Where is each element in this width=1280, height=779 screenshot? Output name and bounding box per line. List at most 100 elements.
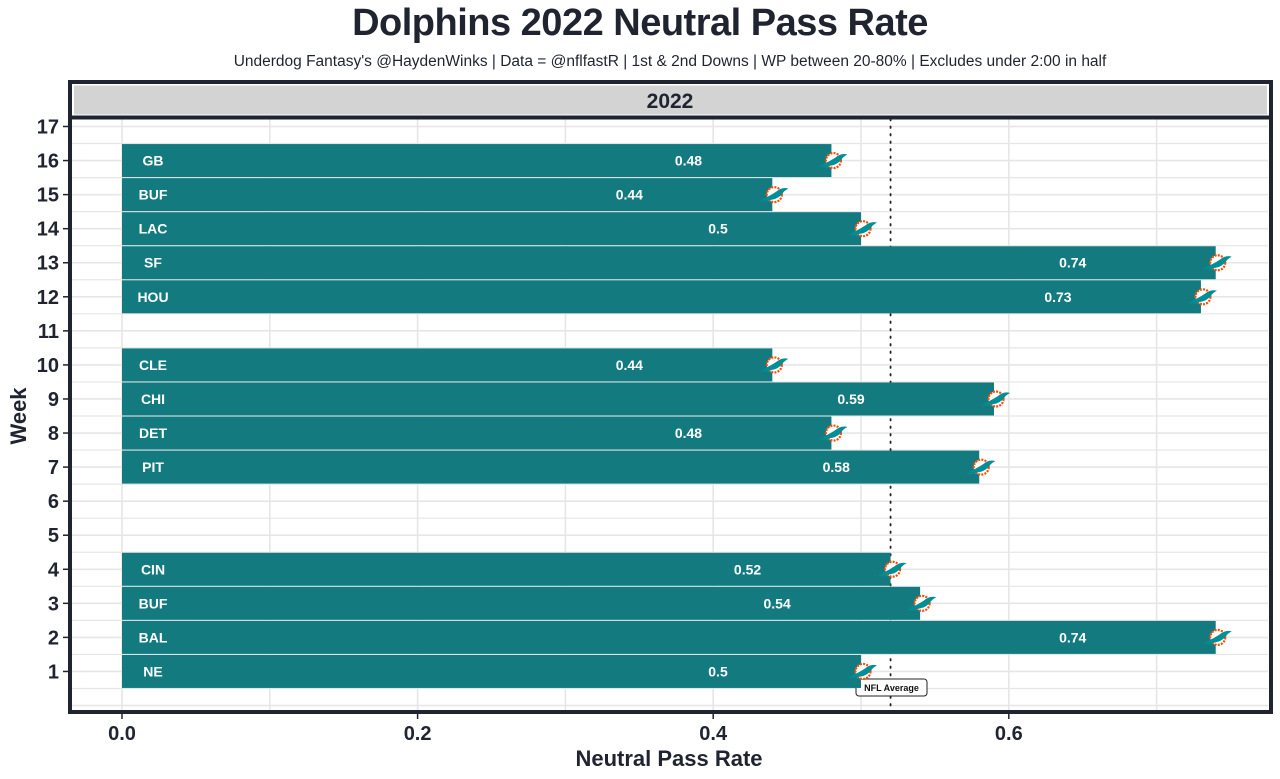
y-tick-label: 6 [48,491,59,513]
bar [122,348,773,382]
facet-strip-label: 2022 [647,90,694,113]
logo-dolphin [1204,630,1232,643]
bar-opponent-label: SF [144,255,162,271]
bar [122,382,995,416]
y-tick-label: 14 [37,219,60,241]
logo-tail [967,472,978,475]
logo-dolphin [968,460,996,473]
x-axis: 0.0 0.2 0.4 0.6 [108,713,1023,745]
bar-value-label: 0.48 [675,153,702,169]
y-tick-label: 2 [48,627,59,649]
logo-tail [981,404,993,407]
bar-group: SF 0.74 [122,246,1232,280]
x-tick-label: 0.0 [108,723,136,745]
logo-dolphin [879,562,907,575]
bar-group: LAC 0.5 [122,212,877,246]
bar [122,144,832,178]
y-tick-label: 13 [37,253,59,275]
bar [122,212,861,246]
logo-tail [819,166,830,169]
x-tick-label: 0.6 [995,723,1023,745]
bar [122,280,1201,314]
y-tick-label: 8 [48,423,59,445]
bar-value-label: 0.54 [763,595,790,611]
logo-tail [848,234,860,237]
bar-group: DET 0.48 [122,416,848,450]
dolphins-logo-icon [908,594,937,612]
dolphins-logo-icon [848,220,877,238]
bar-value-label: 0.74 [1059,255,1086,271]
logo-dolphin [761,358,789,371]
bar-value-label: 0.52 [734,561,761,577]
bar-group: CLE 0.44 [122,348,789,382]
bar-group: BUF 0.54 [122,586,937,620]
bar [122,654,861,688]
reference-line-group: NFL Average [855,118,928,711]
logo-tail [1203,268,1214,271]
nfl-average-annotation: NFL Average [855,678,928,697]
y-tick-label: 9 [48,389,59,411]
bar [122,178,773,212]
bar-group: BUF 0.44 [122,178,789,212]
bar [122,450,980,484]
bar-opponent-label: BAL [139,629,168,645]
dolphins-logo-icon [819,151,848,170]
chart-title: Dolphins 2022 Neutral Pass Rate [352,2,928,44]
logo-tail [1188,302,1199,305]
logo-tail [848,676,860,679]
bar-group: BAL 0.74 [122,620,1232,654]
bar-value-label: 0.58 [823,459,850,475]
bar-group: NE 0.5 [122,654,877,688]
bar-group: CIN 0.52 [122,552,907,586]
logo-tail [878,574,889,577]
y-tick-label: 17 [37,117,59,139]
logo-dolphin [1189,290,1217,303]
bar-opponent-label: DET [139,425,167,441]
dolphins-logo-icon [1203,254,1232,272]
bar-value-label: 0.44 [616,187,643,203]
facet-strip-bg [74,85,1267,115]
dolphins-logo-icon [878,560,907,578]
y-tick-label: 3 [48,593,59,615]
bar-value-label: 0.5 [708,221,728,237]
logo-dolphin [761,188,789,201]
bar-value-label: 0.48 [675,425,702,441]
bar-opponent-label: LAC [139,221,168,237]
logo-dolphin [909,596,937,609]
bar [122,552,891,586]
y-tick-label: 12 [37,287,59,309]
bar [122,246,1216,280]
y-tick-label: 5 [48,525,59,547]
y-tick-label: 10 [37,355,59,377]
bar [122,586,921,620]
chart-subtitle: Underdog Fantasy's @HaydenWinks | Data =… [233,53,1107,70]
y-tick-label: 1 [48,661,59,683]
logo-tail [760,370,771,373]
bar-value-label: 0.59 [837,391,864,407]
y-tick-label: 16 [37,151,59,173]
bar-value-label: 0.73 [1044,289,1071,305]
dolphins-logo-icon [848,662,877,681]
dolphins-logo-icon [819,424,848,442]
bar-opponent-label: HOU [137,289,168,305]
logo-dolphin [820,153,848,167]
panel-frame [68,80,1273,714]
nfl-average-label: NFL Average [864,683,919,693]
bar-value-label: 0.44 [616,357,643,373]
logo-dolphin [850,222,877,235]
dolphins-logo-icon [760,356,789,374]
logo-dolphin [983,392,1011,405]
dolphins-logo-icon [1203,628,1232,647]
bar-value-label: 0.74 [1059,629,1086,645]
bar [122,416,832,450]
bar-opponent-label: PIT [142,459,164,475]
bar-group: GB 0.48 [122,144,848,178]
bars: GB 0.48 BUF 0.44 LAC 0.5 SF 0.74 HOU 0.73 CLE 0.44 C… [122,144,1232,688]
bar-opponent-label: BUF [139,187,168,203]
bar-opponent-label: CIN [141,561,165,577]
bar-opponent-label: NE [143,663,162,679]
bar-group: PIT 0.58 [122,450,996,484]
logo-dolphin [850,664,877,677]
